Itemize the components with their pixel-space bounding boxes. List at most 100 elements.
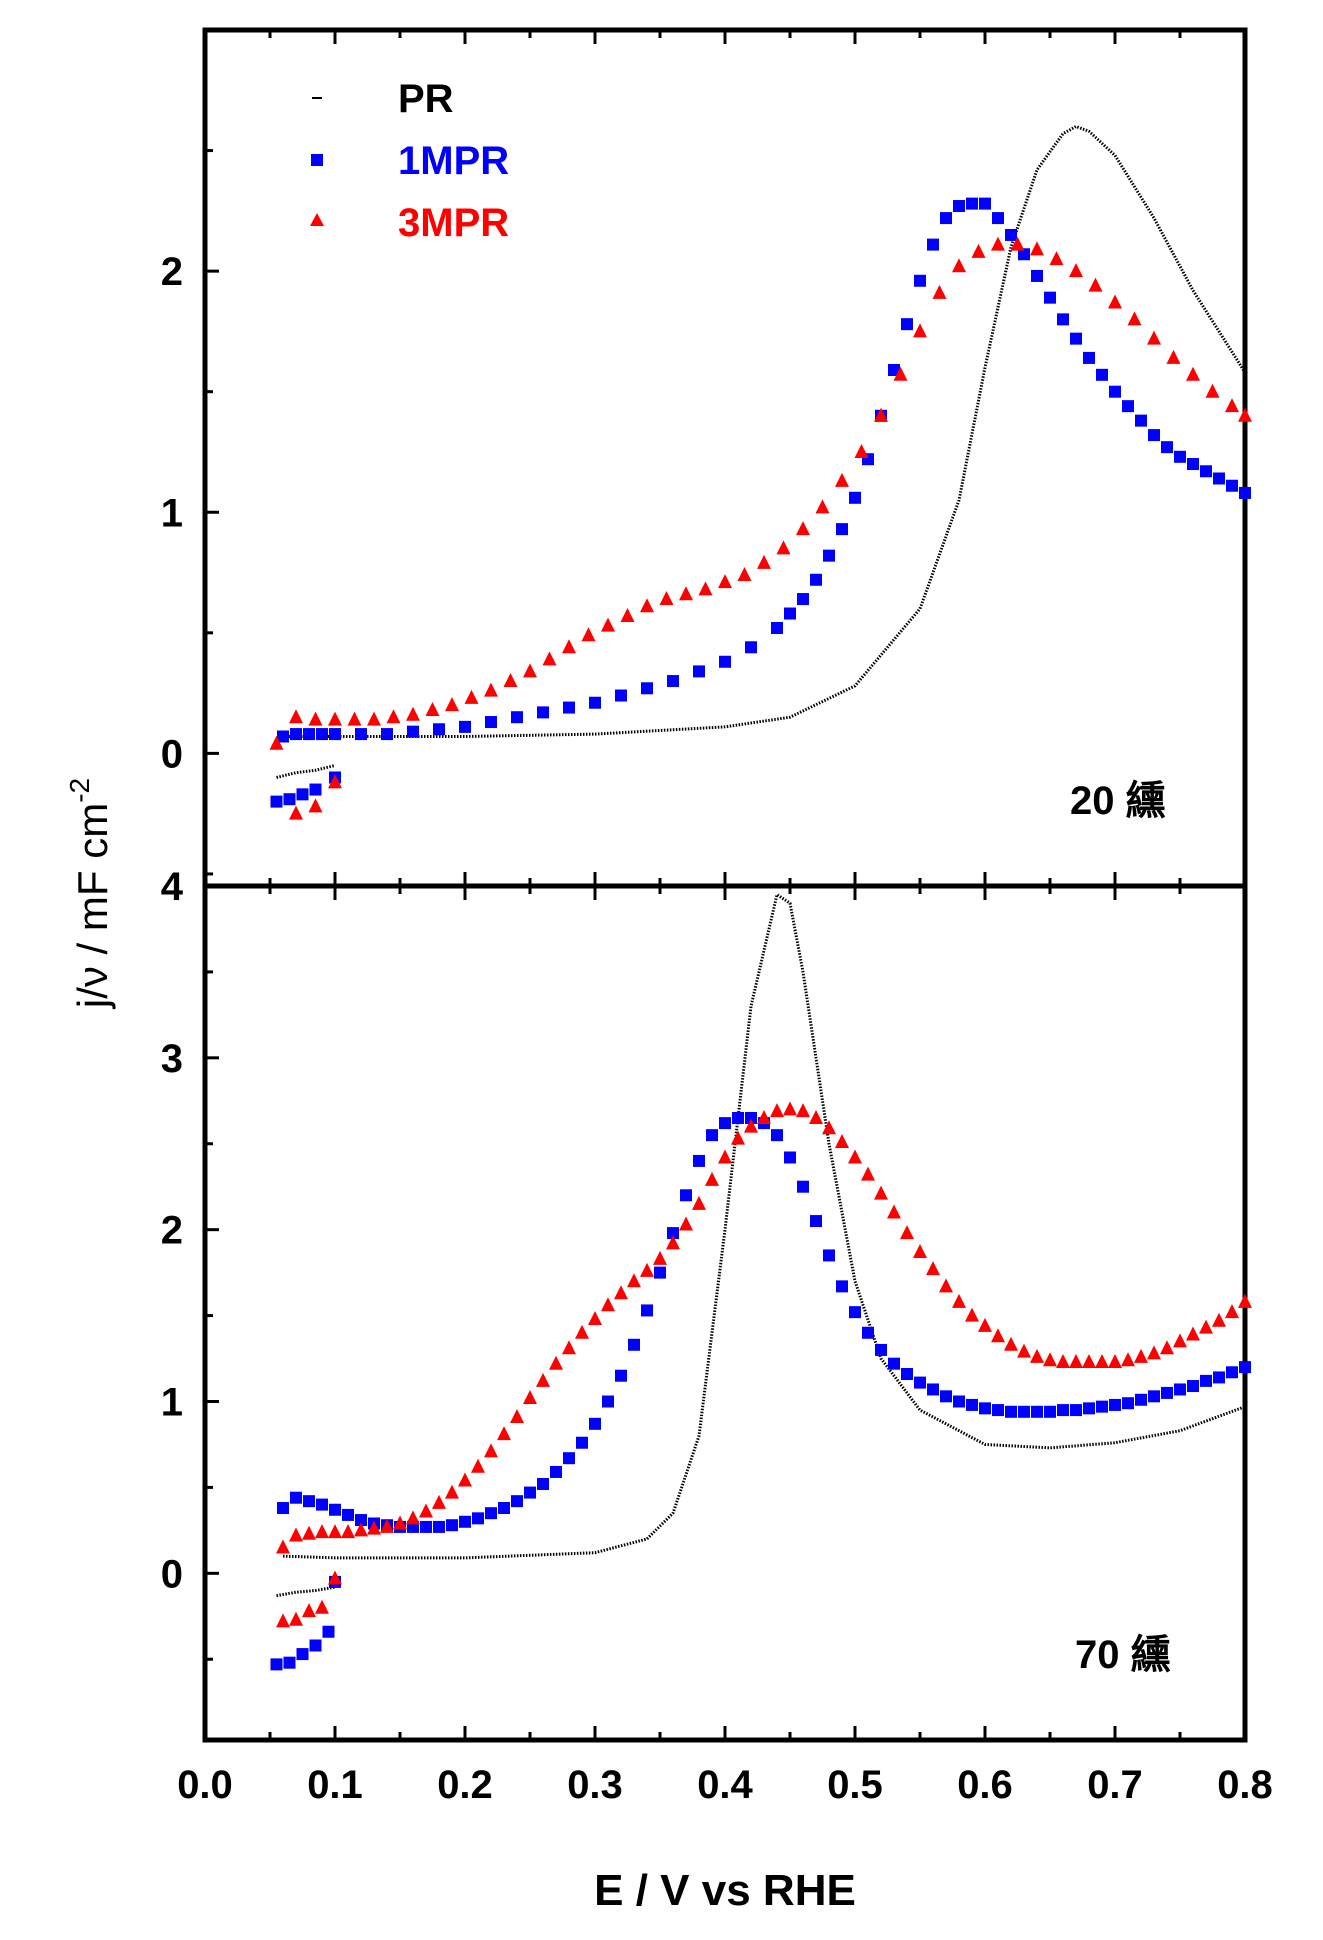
top-point-1mpr (563, 701, 575, 714)
bottom-point-3mpr (835, 1134, 849, 1149)
bottom-point-3mpr (549, 1355, 563, 1370)
bottom-point-3mpr (1160, 1340, 1174, 1355)
top-point-3mpr (464, 689, 479, 704)
bottom-series-pr (282, 892, 1246, 1560)
top-point-3mpr (854, 443, 869, 458)
top-point-1mpr (290, 728, 302, 741)
bottom-y-tick-label: 4 (161, 865, 184, 909)
top-point-3mpr (1108, 294, 1122, 309)
bottom-point-1mpr (472, 1512, 484, 1525)
top-point-1mpr (329, 728, 341, 741)
top-point-1mpr (810, 573, 822, 586)
bottom-point-1mpr (927, 1383, 939, 1396)
bottom-point-3mpr (991, 1328, 1005, 1343)
bottom-point-3mpr (744, 1118, 758, 1133)
bottom-point-1mpr (1109, 1398, 1121, 1411)
bottom-point-1mpr (654, 1266, 666, 1279)
top-point-1mpr (589, 696, 601, 709)
top-series-pr (283, 124, 1247, 739)
bottom-point-1mpr (576, 1436, 588, 1449)
bottom-point-1mpr (602, 1395, 614, 1408)
top-point-3mpr (328, 711, 342, 726)
top-point-1mpr (1070, 332, 1082, 345)
bottom-point-1mpr (316, 1498, 328, 1511)
bottom-point-1mpr (459, 1515, 471, 1528)
bottom-point-1mpr (1005, 1405, 1017, 1418)
top-panel-cycle-label: 20 纁 (1070, 779, 1166, 823)
bottom-point-1mpr (979, 1402, 991, 1415)
top-point-3mpr (757, 554, 771, 569)
bottom-point-1mpr (511, 1495, 523, 1508)
bottom-panel-ticks: 0 1 2 3 4 0.0 0.1 0.2 0.3 0.4 0.5 0.6 0.7 0.8 (161, 865, 1273, 1807)
top-point-3mpr (581, 627, 596, 642)
top-point-1mpr (979, 197, 991, 210)
top-point-1mpr (771, 621, 783, 634)
bottom-point-1mpr-cathodic-branch (322, 1625, 335, 1638)
top-point-1mpr (1148, 429, 1160, 442)
top-point-3mpr (406, 706, 420, 721)
legend-marker-3mpr (310, 213, 324, 226)
top-point-3mpr (445, 697, 459, 712)
bottom-point-3mpr (289, 1527, 303, 1542)
top-point-1mpr (966, 197, 978, 210)
top-point-1mpr (1018, 248, 1030, 261)
top-point-3mpr (1225, 398, 1239, 413)
bottom-point-1mpr (1239, 1361, 1251, 1374)
top-point-1mpr (1122, 400, 1134, 413)
bottom-point-1mpr-cathodic-branch (296, 1648, 309, 1661)
top-point-1mpr (1213, 472, 1225, 485)
top-point-3mpr-cathodic-branch (308, 798, 323, 813)
top-point-1mpr-cathodic-branch (296, 788, 309, 801)
bottom-point-1mpr (849, 1306, 861, 1319)
bottom-point-1mpr (836, 1280, 848, 1293)
top-point-3mpr (952, 258, 966, 273)
bottom-point-1mpr (303, 1495, 315, 1508)
bottom-point-3mpr (575, 1324, 589, 1339)
bottom-series-pr-cathodic-branch (276, 1585, 336, 1598)
bottom-point-3mpr (1225, 1304, 1239, 1319)
top-point-3mpr (718, 574, 732, 589)
bottom-point-3mpr (848, 1149, 862, 1164)
bottom-point-3mpr (809, 1109, 823, 1124)
bottom-point-1mpr (1174, 1383, 1186, 1396)
top-point-1mpr (381, 728, 393, 741)
top-point-1mpr (927, 238, 939, 251)
bottom-point-3mpr (1056, 1353, 1070, 1368)
bottom-point-3mpr (445, 1484, 459, 1499)
top-point-1mpr (836, 523, 848, 536)
bottom-point-1mpr (1135, 1393, 1147, 1406)
bottom-point-1mpr (953, 1395, 965, 1408)
top-y-tick-label: 2 (161, 250, 183, 294)
top-point-3mpr (1049, 251, 1064, 266)
bottom-point-1mpr (901, 1368, 913, 1380)
bottom-y-tick-label: 0 (161, 1552, 183, 1596)
bottom-point-1mpr (1187, 1380, 1199, 1393)
top-point-3mpr (386, 709, 401, 724)
top-point-3mpr (698, 581, 713, 596)
top-point-3mpr (347, 711, 362, 726)
x-tick-label: 0.5 (827, 1763, 883, 1807)
top-point-3mpr (776, 540, 791, 555)
top-point-3mpr (991, 236, 1005, 251)
bottom-point-3mpr (861, 1166, 875, 1181)
top-point-1mpr (1239, 486, 1251, 499)
bottom-point-1mpr (1200, 1374, 1212, 1387)
bottom-panel-cycle-label: 70 纁 (1075, 1633, 1171, 1677)
top-point-3mpr (1205, 383, 1220, 398)
top-point-1mpr (992, 212, 1004, 225)
top-point-1mpr (901, 318, 913, 331)
bottom-point-1mpr (498, 1502, 510, 1515)
bottom-point-3mpr (432, 1494, 446, 1509)
y-axis-title-group: j/ν / mF cm-2 (64, 778, 116, 1010)
bottom-point-1mpr (745, 1111, 757, 1124)
legend: PR 1MPR 3MPR (310, 77, 509, 245)
top-point-3mpr (971, 243, 986, 258)
bottom-point-3mpr (783, 1101, 797, 1116)
bottom-point-3mpr (484, 1443, 498, 1458)
top-point-1mpr (1083, 351, 1095, 364)
top-point-3mpr (659, 591, 674, 606)
top-point-3mpr (913, 323, 927, 338)
bottom-point-1mpr (277, 1502, 289, 1515)
top-point-1mpr (719, 655, 731, 668)
top-point-1mpr (1044, 291, 1056, 304)
